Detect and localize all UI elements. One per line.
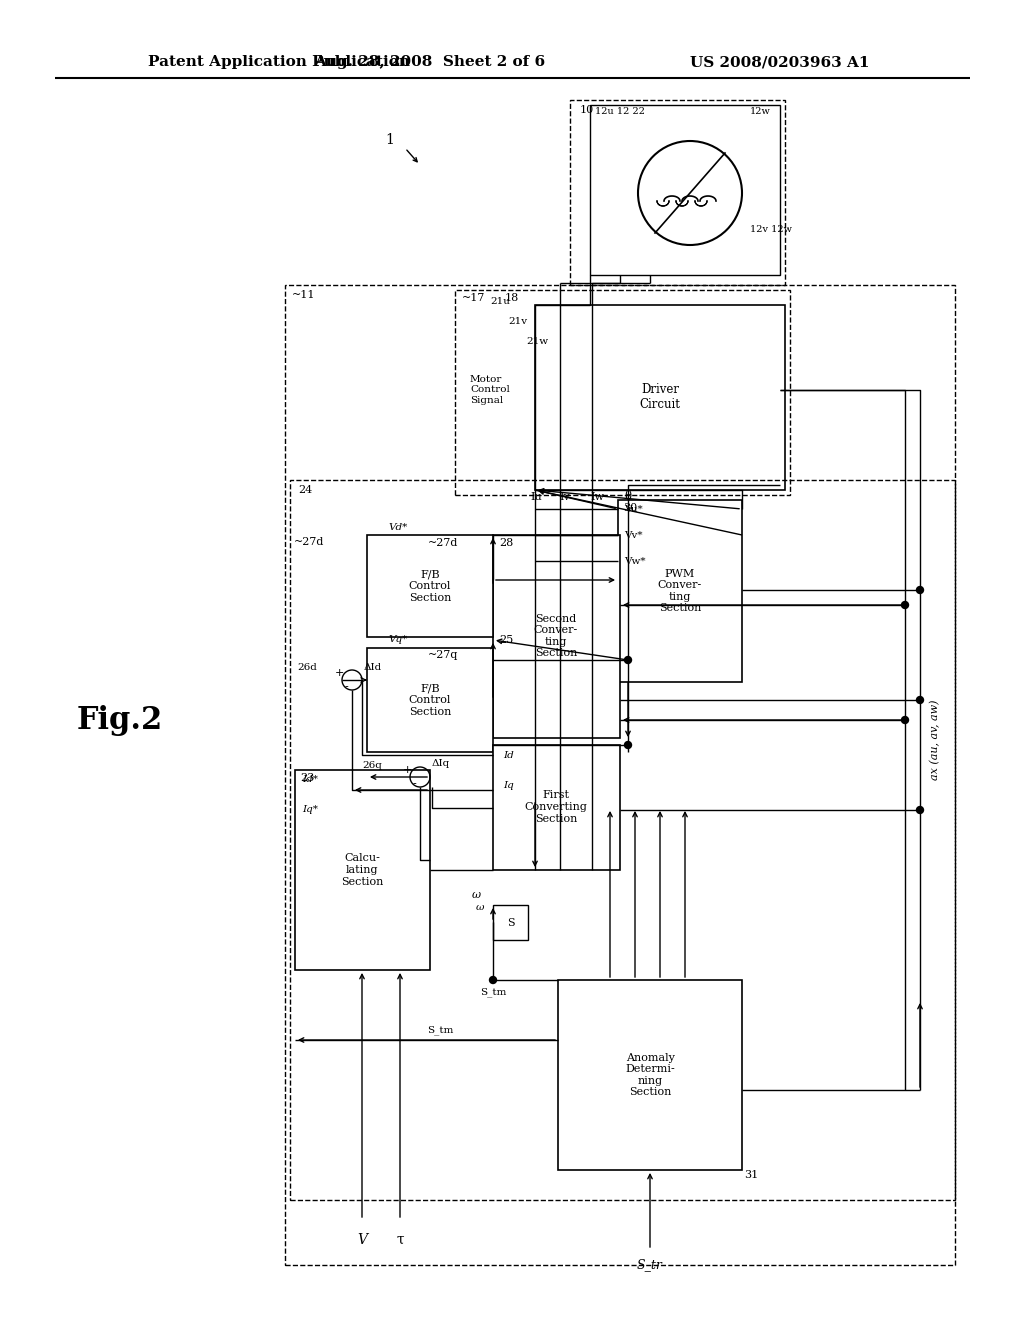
- Text: 12u 12 22: 12u 12 22: [595, 107, 645, 116]
- Text: Vd*: Vd*: [388, 523, 408, 532]
- Text: 10: 10: [580, 106, 594, 115]
- Text: 24: 24: [298, 484, 312, 495]
- Text: Vv*: Vv*: [624, 531, 642, 540]
- Text: Iw: Iw: [590, 492, 604, 502]
- Bar: [285, 285, 955, 1265]
- Text: 30: 30: [623, 503, 637, 513]
- Text: F/B
Control
Section: F/B Control Section: [409, 684, 452, 717]
- Text: +: +: [403, 766, 413, 775]
- Text: 1: 1: [386, 133, 394, 147]
- Text: Calcu-
lating
Section: Calcu- lating Section: [341, 854, 383, 887]
- Text: 21u: 21u: [490, 297, 510, 306]
- Text: 12v 12w: 12v 12w: [750, 226, 792, 235]
- Text: First
Converting
Section: First Converting Section: [524, 791, 588, 824]
- Bar: [367, 535, 493, 638]
- Text: V: V: [357, 1233, 367, 1247]
- Text: Anomaly
Determi-
ning
Section: Anomaly Determi- ning Section: [625, 1052, 675, 1097]
- Bar: [618, 500, 742, 682]
- Text: 26d: 26d: [297, 664, 316, 672]
- Text: 21w: 21w: [526, 338, 548, 346]
- Text: ω: ω: [471, 890, 480, 900]
- Text: ax (au, av, aw): ax (au, av, aw): [930, 700, 940, 780]
- Text: 31: 31: [744, 1170, 758, 1180]
- Text: ~27d: ~27d: [428, 539, 459, 548]
- Text: Vu*: Vu*: [624, 504, 643, 513]
- Text: S: S: [507, 917, 514, 928]
- Bar: [558, 979, 742, 1170]
- Text: 28: 28: [499, 539, 513, 548]
- Text: Vw*: Vw*: [624, 557, 645, 565]
- Text: τ: τ: [396, 1233, 403, 1247]
- Text: θ: θ: [624, 491, 631, 503]
- Circle shape: [916, 586, 924, 594]
- Circle shape: [916, 807, 924, 813]
- Circle shape: [916, 697, 924, 704]
- Text: S_tm: S_tm: [480, 987, 507, 997]
- Bar: [493, 906, 528, 940]
- Text: Id*: Id*: [302, 776, 318, 784]
- Text: ΔIq: ΔIq: [432, 759, 451, 767]
- Text: 21v: 21v: [508, 318, 527, 326]
- Text: Iv: Iv: [559, 492, 569, 502]
- Circle shape: [901, 717, 908, 723]
- Text: Iq*: Iq*: [302, 805, 318, 814]
- Text: 23: 23: [300, 774, 314, 783]
- Text: ~27d: ~27d: [294, 537, 325, 546]
- Text: 18: 18: [505, 293, 519, 304]
- Bar: [367, 648, 493, 752]
- Text: S_tm: S_tm: [427, 1026, 454, 1035]
- Circle shape: [625, 656, 632, 664]
- Text: Iq: Iq: [503, 780, 514, 789]
- Text: ~11: ~11: [292, 290, 315, 300]
- Bar: [455, 290, 790, 495]
- Text: 26q: 26q: [362, 760, 382, 770]
- Text: Patent Application Publication: Patent Application Publication: [148, 55, 410, 69]
- Circle shape: [625, 742, 632, 748]
- Bar: [535, 305, 785, 490]
- Bar: [570, 100, 785, 285]
- Text: ω: ω: [476, 903, 484, 912]
- Text: 25: 25: [499, 635, 513, 645]
- Bar: [290, 480, 955, 1200]
- Text: PWM
Conver-
ting
Section: PWM Conver- ting Section: [657, 569, 702, 614]
- Text: ~17: ~17: [462, 293, 485, 304]
- Text: Aug. 28, 2008  Sheet 2 of 6: Aug. 28, 2008 Sheet 2 of 6: [314, 55, 546, 69]
- Text: Motor
Control
Signal: Motor Control Signal: [470, 375, 510, 405]
- Text: -: -: [345, 682, 349, 692]
- Bar: [590, 106, 780, 275]
- Text: S_tr: S_tr: [637, 1258, 663, 1271]
- Text: Second
Conver-
ting
Section: Second Conver- ting Section: [534, 614, 579, 659]
- Text: Driver
Circuit: Driver Circuit: [640, 383, 680, 411]
- Text: Vq*: Vq*: [388, 635, 408, 644]
- Bar: [493, 744, 620, 870]
- Circle shape: [901, 602, 908, 609]
- Text: Iu: Iu: [530, 492, 542, 502]
- Text: Fig.2: Fig.2: [77, 705, 163, 735]
- Bar: [493, 535, 620, 738]
- Text: ΔId: ΔId: [364, 663, 382, 672]
- Text: 12w: 12w: [750, 107, 771, 116]
- Bar: [295, 770, 430, 970]
- Text: F/B
Control
Section: F/B Control Section: [409, 569, 452, 603]
- Text: US 2008/0203963 A1: US 2008/0203963 A1: [690, 55, 870, 69]
- Text: ~27q: ~27q: [428, 649, 459, 660]
- Text: -: -: [413, 779, 417, 789]
- Circle shape: [489, 977, 497, 983]
- Text: +: +: [335, 668, 344, 678]
- Text: Id: Id: [503, 751, 514, 759]
